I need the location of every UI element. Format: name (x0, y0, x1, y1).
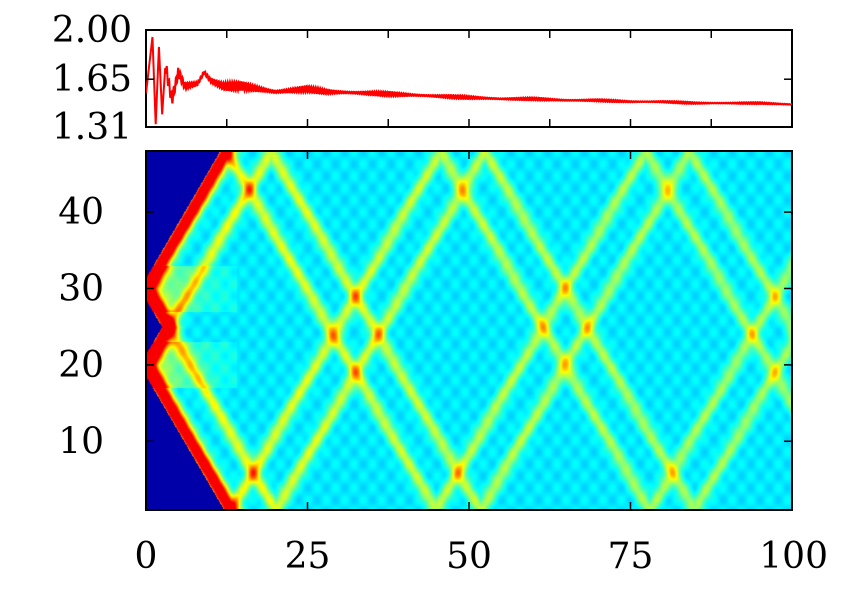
heatmap-x-tick-label: 25 (285, 536, 331, 577)
top-plot-frame (145, 29, 793, 128)
heatmap-x-tick-label: 50 (446, 536, 492, 577)
top-y-ticks: 2.00 1.65 1.31 (52, 10, 792, 148)
heatmap-x-tick-label: 0 (135, 536, 158, 577)
heatmap-y-tick-label: 10 (58, 421, 104, 462)
heatmap-x-ticks: 0 25 50 75 100 (135, 151, 828, 577)
top-line-plot: 2.00 1.65 1.31 (52, 10, 793, 148)
heatmap-y-tick-label: 40 (58, 192, 104, 233)
top-x-ticks (145, 30, 793, 127)
top-y-tick-label: 1.65 (52, 59, 132, 100)
heatmap-y-tick-label: 30 (58, 268, 104, 309)
bottom-heatmap: 10 20 30 40 0 25 50 75 100 (58, 150, 828, 577)
heatmap-y-tick-label: 20 (58, 345, 104, 386)
heatmap-y-ticks: 10 20 30 40 (58, 192, 792, 462)
heatmap-canvas (146, 151, 792, 510)
series-line-red (146, 36, 792, 125)
top-y-tick-label: 1.31 (52, 107, 132, 148)
heatmap-x-tick-label: 100 (759, 536, 828, 577)
heatmap-x-tick-label: 75 (608, 536, 654, 577)
top-y-tick-label: 2.00 (52, 10, 132, 51)
